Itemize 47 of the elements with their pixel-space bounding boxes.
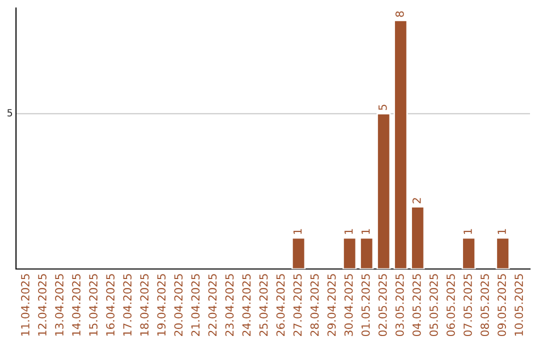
bar bbox=[394, 20, 408, 269]
bar bbox=[360, 237, 374, 269]
bar bbox=[342, 237, 357, 269]
data-label: 2 bbox=[412, 198, 421, 204]
x-tick-label: 16.04.2025 bbox=[106, 274, 115, 336]
data-label: 1 bbox=[498, 229, 506, 234]
bar bbox=[291, 237, 306, 269]
x-tick-label: 10.05.2025 bbox=[514, 274, 524, 336]
x-tick-label: 14.04.2025 bbox=[72, 274, 80, 336]
x-tick-label: 23.04.2025 bbox=[225, 274, 234, 336]
x-tick-label: 20.04.2025 bbox=[174, 274, 183, 336]
x-tick-label: 17.04.2025 bbox=[123, 274, 132, 336]
x-tick-label: 08.05.2025 bbox=[480, 274, 489, 336]
x-tick-label: 12.04.2025 bbox=[38, 274, 46, 336]
ref-line-label: 5 bbox=[7, 109, 12, 116]
x-tick-label: 04.05.2025 bbox=[412, 274, 421, 336]
x-tick-label: 07.05.2025 bbox=[464, 274, 472, 336]
x-tick-label: 22.04.2025 bbox=[208, 274, 217, 336]
x-tick-label: 24.04.2025 bbox=[242, 274, 251, 336]
x-tick-label: 01.05.2025 bbox=[361, 274, 370, 336]
data-label: 8 bbox=[395, 11, 404, 17]
x-tick-label: 21.04.2025 bbox=[191, 274, 200, 336]
x-tick-label: 13.04.2025 bbox=[55, 274, 64, 336]
data-label: 1 bbox=[293, 229, 302, 234]
x-tick-label: 29.04.2025 bbox=[327, 274, 336, 336]
x-tick-label: 09.05.2025 bbox=[498, 274, 506, 336]
x-tick-label: 28.04.2025 bbox=[310, 274, 319, 336]
bar bbox=[496, 237, 510, 269]
data-label: 1 bbox=[344, 229, 353, 234]
data-label: 1 bbox=[362, 229, 370, 234]
x-tick-label: 30.04.2025 bbox=[344, 274, 353, 336]
x-tick-label: 06.05.2025 bbox=[446, 274, 455, 336]
x-tick-label: 26.04.2025 bbox=[276, 274, 285, 336]
x-tick-label: 03.05.2025 bbox=[395, 274, 404, 336]
bar bbox=[410, 206, 425, 269]
x-tick-label: 15.04.2025 bbox=[89, 274, 98, 336]
x-tick-label: 27.04.2025 bbox=[293, 274, 302, 336]
x-tick-label: 11.04.2025 bbox=[21, 274, 30, 336]
x-tick-label: 05.05.2025 bbox=[430, 274, 438, 336]
bar bbox=[462, 237, 476, 269]
x-tick-label: 25.04.2025 bbox=[259, 274, 268, 336]
x-tick-label: 02.05.2025 bbox=[378, 274, 387, 336]
data-label: 5 bbox=[378, 104, 387, 110]
bar bbox=[376, 112, 391, 269]
data-label: 1 bbox=[464, 229, 472, 234]
x-tick-label: 19.04.2025 bbox=[157, 274, 166, 336]
x-tick-label: 18.04.2025 bbox=[140, 274, 149, 336]
